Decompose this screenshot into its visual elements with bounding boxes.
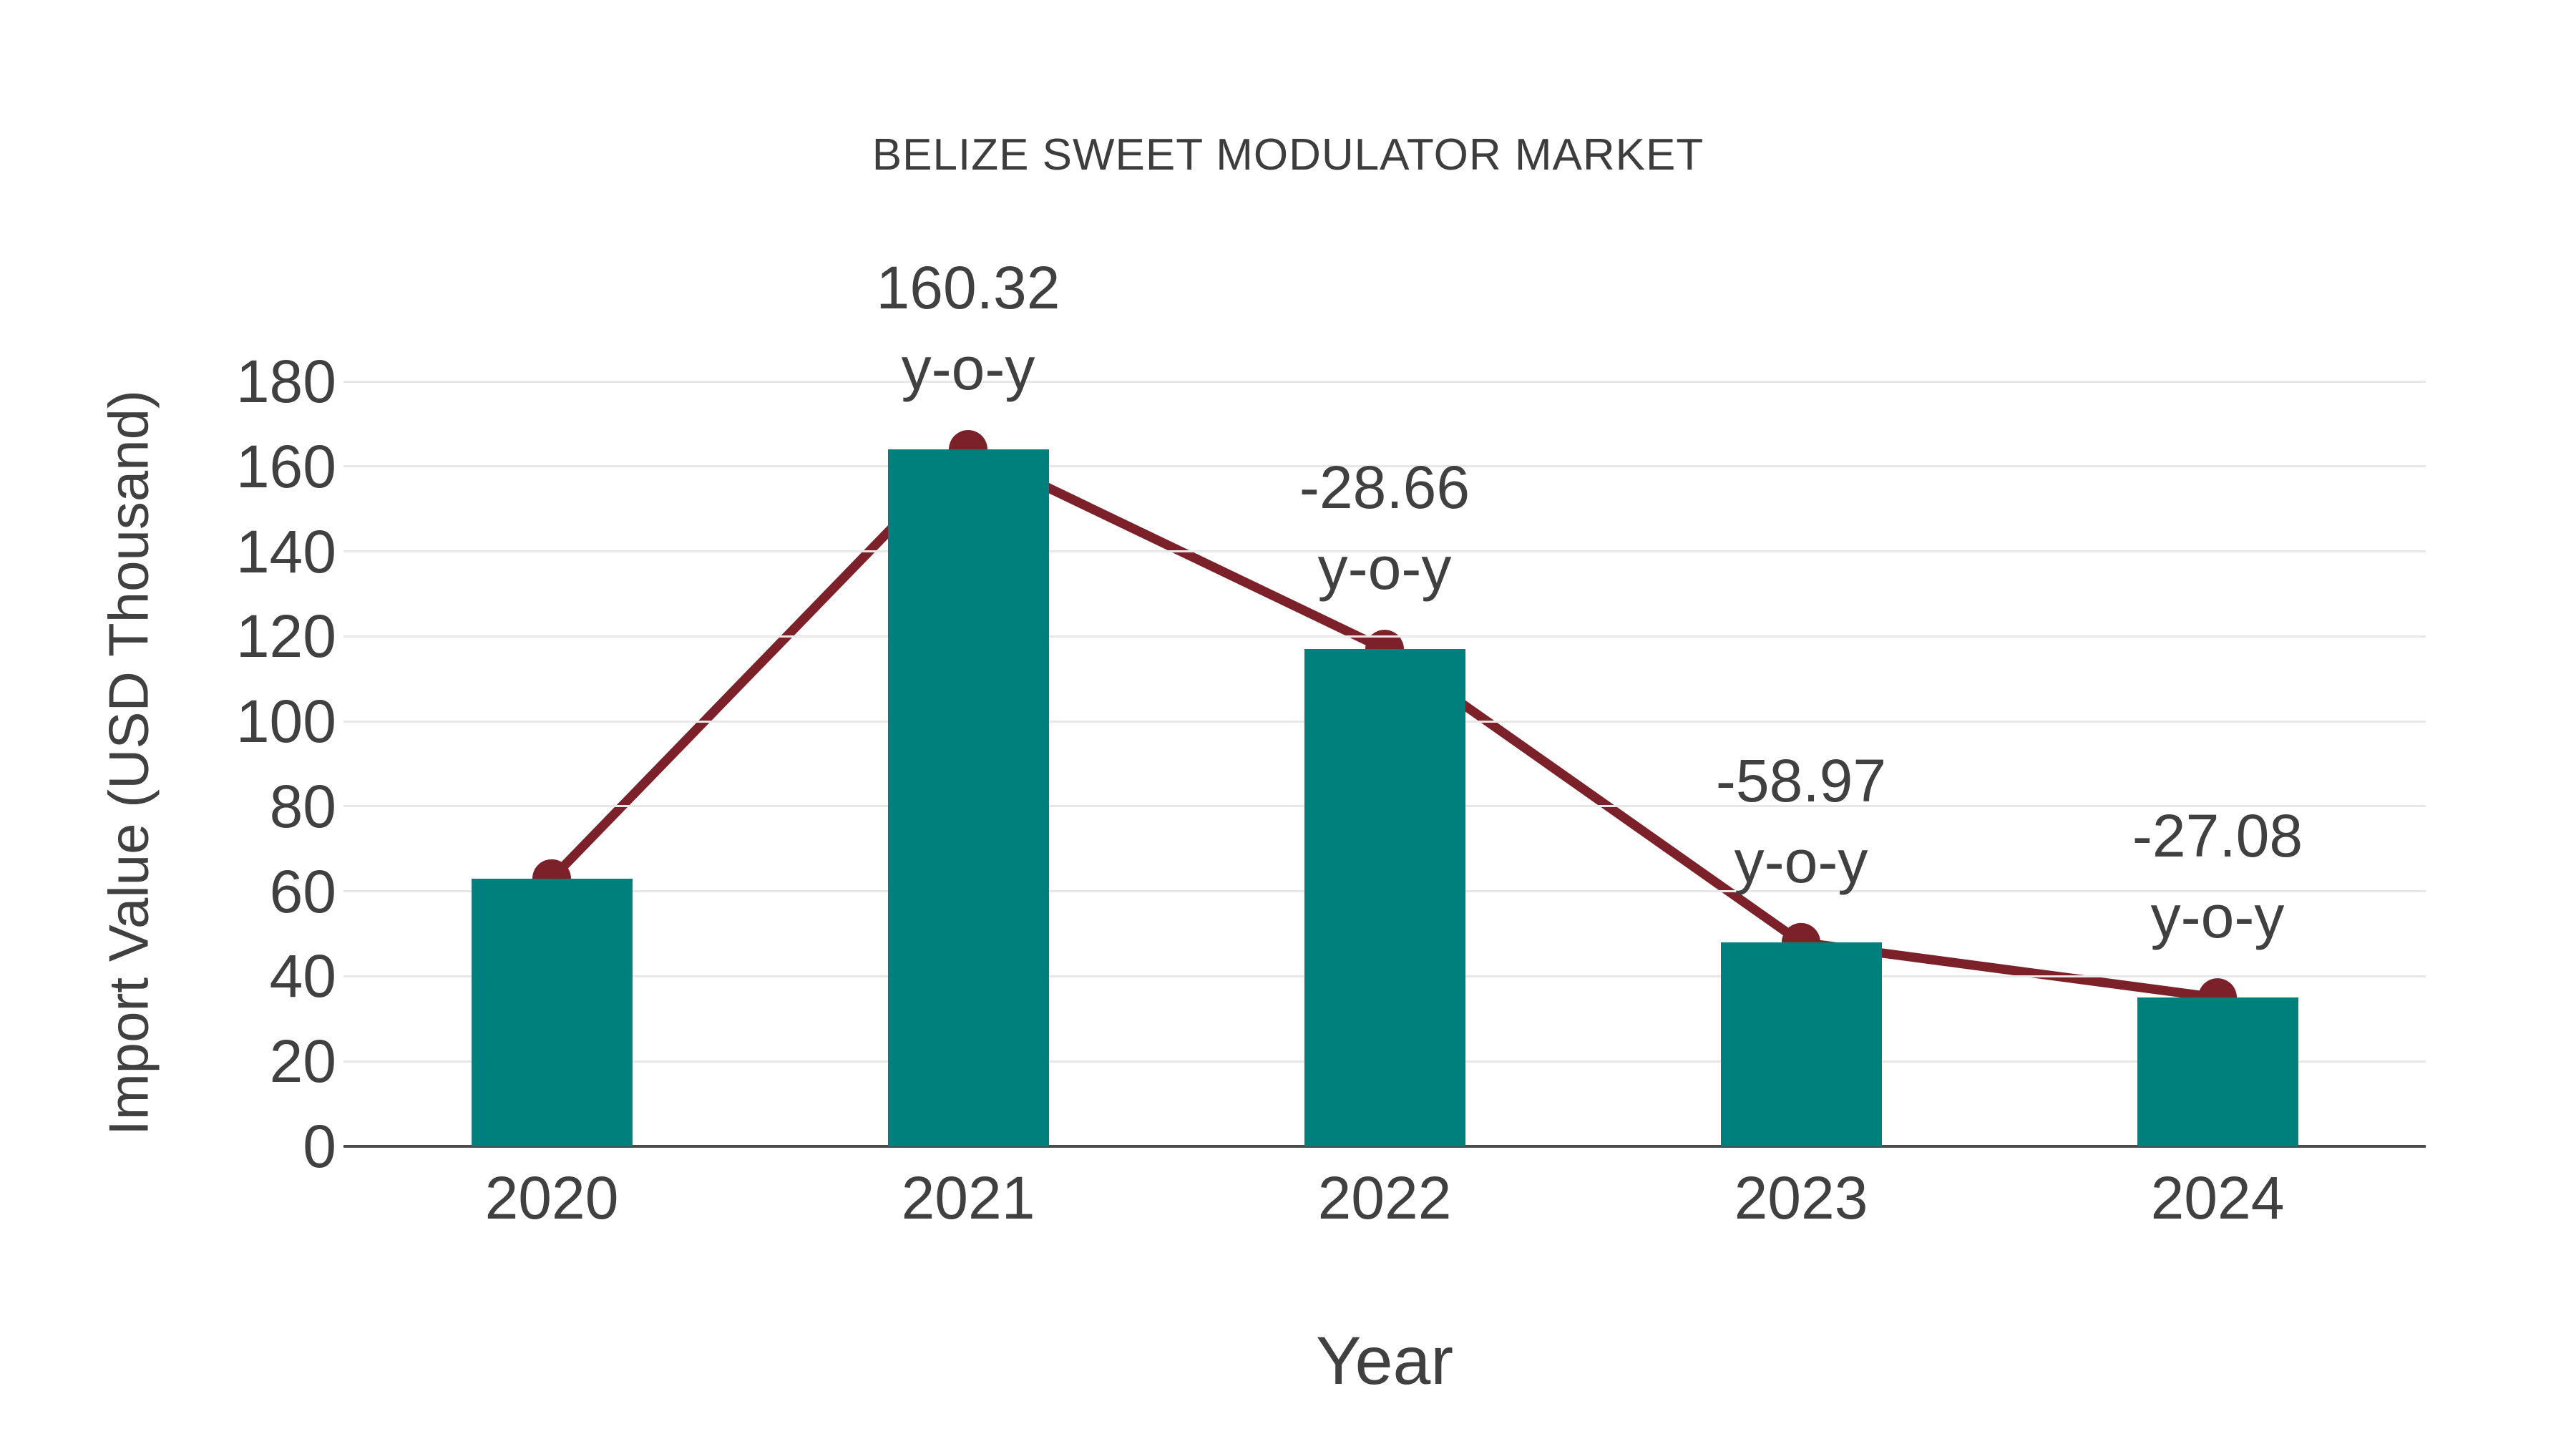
y-tick-label: 120 — [235, 602, 336, 670]
y-tick-label: 80 — [269, 772, 336, 840]
point-label-value: -27.08 — [2132, 802, 2303, 870]
chart-title: BELIZE SWEET MODULATOR MARKET — [872, 130, 1704, 180]
point-label-suffix: y-o-y — [2150, 883, 2285, 951]
point-label: -27.08 y-o-y — [1989, 796, 2446, 957]
point-label: -58.97 y-o-y — [1572, 741, 2030, 902]
y-tick-label: 160 — [235, 432, 336, 500]
x-tick-label: 2022 — [1317, 1164, 1452, 1231]
point-label-value: -58.97 — [1715, 746, 1887, 814]
y-tick-label: 20 — [269, 1028, 336, 1096]
bar — [471, 878, 633, 1146]
point-label-suffix: y-o-y — [1317, 535, 1452, 602]
x-tick-label: 2020 — [484, 1164, 619, 1231]
bar — [1720, 942, 1882, 1146]
bar — [2137, 997, 2298, 1146]
bar — [1304, 649, 1465, 1146]
y-tick-label: 100 — [235, 688, 336, 756]
y-tick-label: 180 — [235, 348, 336, 415]
point-label-value: -28.66 — [1299, 454, 1470, 522]
x-tick-label: 2024 — [2150, 1164, 2285, 1231]
point-label: -28.66 y-o-y — [1156, 447, 1614, 609]
x-tick-label: 2023 — [1734, 1164, 1868, 1231]
point-label-value: 160.32 — [876, 254, 1060, 322]
y-tick-label: 40 — [269, 942, 336, 1010]
y-tick-label: 60 — [269, 857, 336, 925]
x-axis-line — [343, 1145, 2426, 1148]
point-label-suffix: y-o-y — [901, 335, 1035, 403]
gridline — [343, 380, 2426, 383]
point-label-suffix: y-o-y — [1734, 827, 1868, 895]
x-axis-title: Year — [1316, 1323, 1453, 1399]
gridline — [343, 550, 2426, 553]
gridline — [343, 465, 2426, 468]
y-tick-label: 140 — [235, 517, 336, 585]
bar — [887, 449, 1049, 1146]
point-label: 160.32 y-o-y — [739, 248, 1197, 409]
y-tick-label: 0 — [303, 1113, 336, 1180]
gridline — [343, 635, 2426, 638]
x-tick-label: 2021 — [901, 1164, 1035, 1231]
